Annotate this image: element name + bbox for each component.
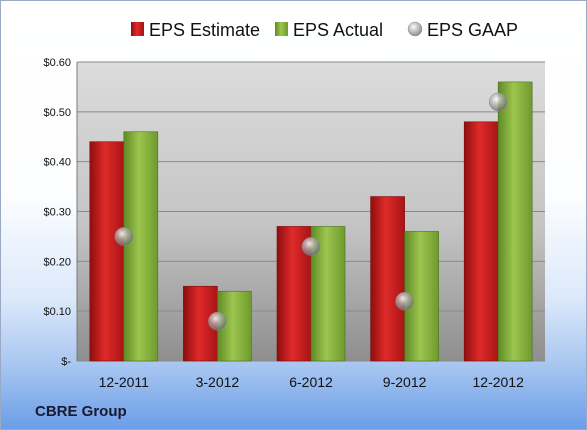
y-tick-label: $0.60 (43, 57, 71, 69)
x-axis: 12-2011 3-2012 6-2012 9-2012 12-2012 (99, 374, 524, 390)
legend-label: EPS Estimate (149, 20, 260, 40)
y-tick-label: $0.20 (43, 256, 71, 268)
bar-eps-actual (123, 131, 159, 362)
x-tick-label: 12-2011 (99, 374, 150, 390)
y-axis: $- $0.10 $0.20 $0.30 $0.40 $0.50 $0.60 (43, 57, 78, 368)
marker-eps-gaap (301, 237, 321, 256)
x-tick-label: 6-2012 (289, 374, 333, 390)
x-tick-label: 3-2012 (196, 374, 240, 390)
y-tick-label: $0.10 (43, 306, 71, 318)
marker-eps-gaap (488, 92, 508, 112)
legend: EPS Estimate EPS Actual EPS GAAP (131, 20, 518, 40)
legend-swatch-eps-actual (275, 22, 288, 36)
legend-label: EPS Actual (293, 20, 383, 40)
legend-swatch-eps-estimate (131, 22, 144, 36)
y-tick-label: $0.40 (43, 157, 71, 169)
x-tick-label: 9-2012 (383, 374, 427, 390)
y-tick-label: $0.30 (43, 207, 71, 219)
bar-eps-estimate (370, 196, 405, 362)
bar-eps-estimate (463, 121, 499, 362)
y-tick-label: $- (61, 356, 71, 368)
bars (89, 81, 533, 362)
marker-eps-gaap (395, 291, 414, 311)
y-tick-label: $0.50 (43, 107, 71, 119)
x-tick-label: 12-2012 (473, 374, 525, 390)
marker-eps-gaap (208, 311, 227, 331)
gaap-markers (114, 92, 508, 331)
bar-eps-estimate (89, 141, 125, 362)
legend-label: EPS GAAP (427, 20, 518, 40)
bar-eps-actual (497, 81, 533, 362)
legend-swatch-eps-gaap (407, 21, 423, 37)
company-name: CBRE Group (35, 403, 127, 420)
marker-eps-gaap (114, 227, 134, 246)
